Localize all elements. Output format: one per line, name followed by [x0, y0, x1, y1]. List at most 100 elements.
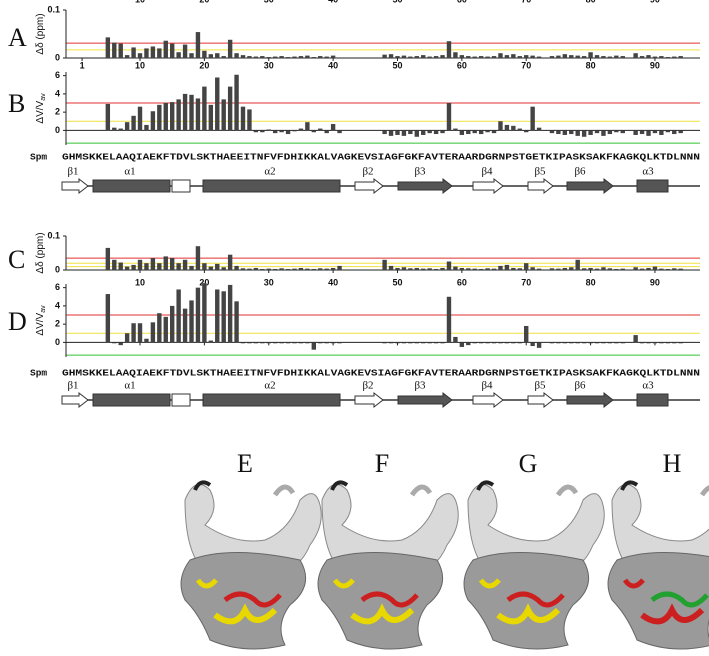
bar	[556, 130, 561, 135]
bar	[639, 130, 645, 135]
bar	[472, 342, 477, 344]
bar	[118, 128, 123, 131]
bar	[646, 342, 651, 344]
ss-label: β3	[414, 166, 426, 178]
x-tick-label: 60	[457, 60, 467, 70]
bar	[388, 54, 394, 58]
bar	[549, 342, 555, 344]
bar	[581, 56, 587, 58]
bar	[453, 336, 458, 343]
bar	[176, 52, 181, 58]
bar	[614, 55, 619, 58]
bar	[440, 55, 445, 58]
bar	[581, 342, 587, 344]
bar	[227, 254, 233, 270]
bar	[575, 342, 580, 344]
ribbon	[272, 484, 296, 497]
bar	[466, 56, 471, 58]
bar	[247, 109, 252, 131]
bar	[382, 54, 387, 58]
bar	[382, 342, 387, 344]
bar	[388, 342, 394, 344]
sequence-label: Spm	[30, 152, 47, 163]
bar	[427, 342, 432, 344]
bar	[202, 50, 207, 58]
bar	[466, 342, 471, 346]
bar	[298, 128, 304, 131]
bar	[459, 342, 465, 347]
bar	[408, 56, 413, 58]
bar	[607, 342, 613, 344]
y-tick-label: 0	[55, 125, 60, 135]
panel-label: E	[237, 449, 253, 478]
bar	[562, 130, 568, 135]
bar	[279, 268, 284, 270]
bar	[215, 289, 220, 343]
bar	[105, 294, 111, 343]
bar	[433, 56, 439, 58]
ss-strand	[527, 391, 554, 409]
bar	[189, 265, 194, 270]
bar	[272, 268, 278, 270]
bar	[633, 335, 638, 343]
bar	[150, 46, 156, 58]
bar	[620, 56, 625, 58]
ss-helix	[202, 393, 341, 407]
bar	[678, 268, 683, 270]
bar	[401, 267, 407, 270]
bar	[131, 323, 136, 343]
bar	[272, 56, 278, 58]
ribbon	[496, 603, 561, 625]
ss-label: β2	[362, 166, 373, 178]
y-tick-label: 4	[55, 300, 60, 310]
bar	[524, 263, 529, 270]
bar	[137, 323, 143, 343]
bar	[562, 54, 568, 58]
y-axis-label-text: ΔV/V	[35, 312, 46, 335]
ss-strand	[397, 391, 453, 409]
bar	[459, 55, 465, 58]
ribbon	[180, 552, 307, 650]
bar	[388, 130, 394, 136]
ss-label: β6	[574, 380, 586, 392]
bar	[311, 342, 317, 350]
ribbon	[409, 484, 433, 497]
x-tick-label: 30	[264, 0, 274, 4]
bar	[279, 130, 284, 133]
bar	[446, 261, 452, 270]
ribbon	[555, 484, 579, 497]
bar	[118, 262, 123, 270]
bar	[202, 263, 207, 270]
ss-helix	[92, 393, 171, 407]
ss-label: β6	[574, 166, 586, 178]
bar	[163, 256, 168, 270]
bar	[672, 130, 677, 135]
bar	[221, 99, 226, 131]
x-tick-label: 1	[80, 60, 85, 70]
bar	[504, 124, 510, 131]
ribbon	[350, 603, 415, 625]
bar	[131, 264, 136, 270]
ss-helix	[171, 179, 191, 193]
x-tick-label: 90	[650, 60, 660, 70]
bar	[665, 130, 671, 133]
bar	[562, 267, 568, 270]
bar	[421, 55, 426, 58]
bar	[144, 48, 149, 58]
bar	[305, 268, 310, 270]
panel-label: F	[375, 449, 389, 478]
bar	[195, 32, 201, 58]
x-tick-label: 70	[521, 0, 531, 4]
ribbon	[506, 591, 565, 608]
bar	[285, 57, 291, 58]
bar	[633, 130, 638, 135]
ribbon	[360, 591, 419, 608]
bar	[601, 56, 606, 58]
bar	[382, 259, 387, 270]
x-tick-label: 50	[392, 60, 402, 70]
bar	[112, 259, 117, 270]
bar	[330, 342, 336, 344]
x-tick-label: 40	[328, 0, 338, 4]
x-tick-label: 20	[199, 0, 209, 4]
bar	[408, 342, 413, 344]
